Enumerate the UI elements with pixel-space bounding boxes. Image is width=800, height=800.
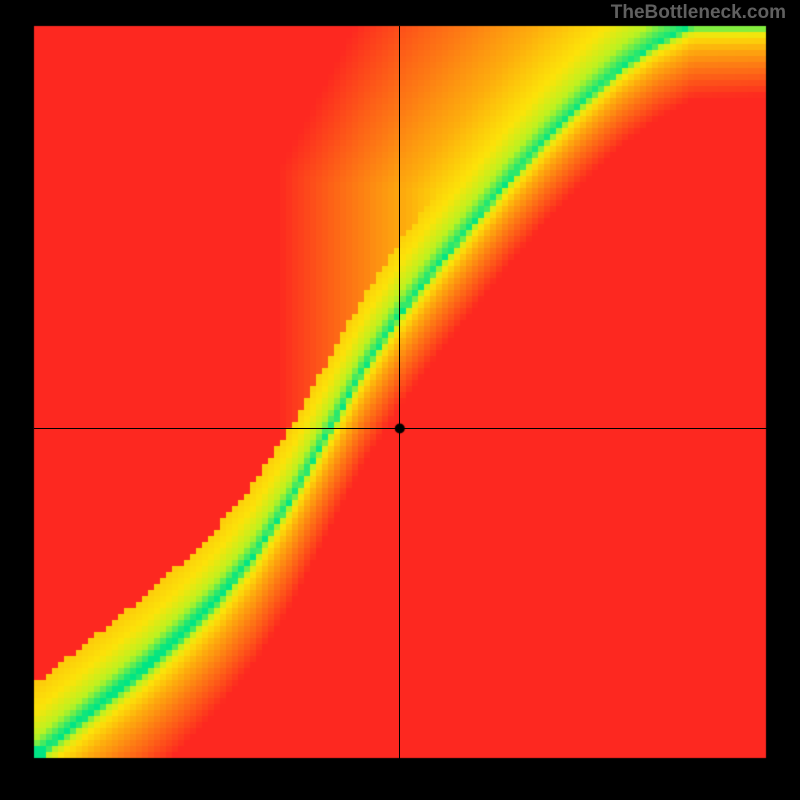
bottleneck-heatmap	[0, 0, 800, 800]
chart-container: TheBottleneck.com	[0, 0, 800, 800]
